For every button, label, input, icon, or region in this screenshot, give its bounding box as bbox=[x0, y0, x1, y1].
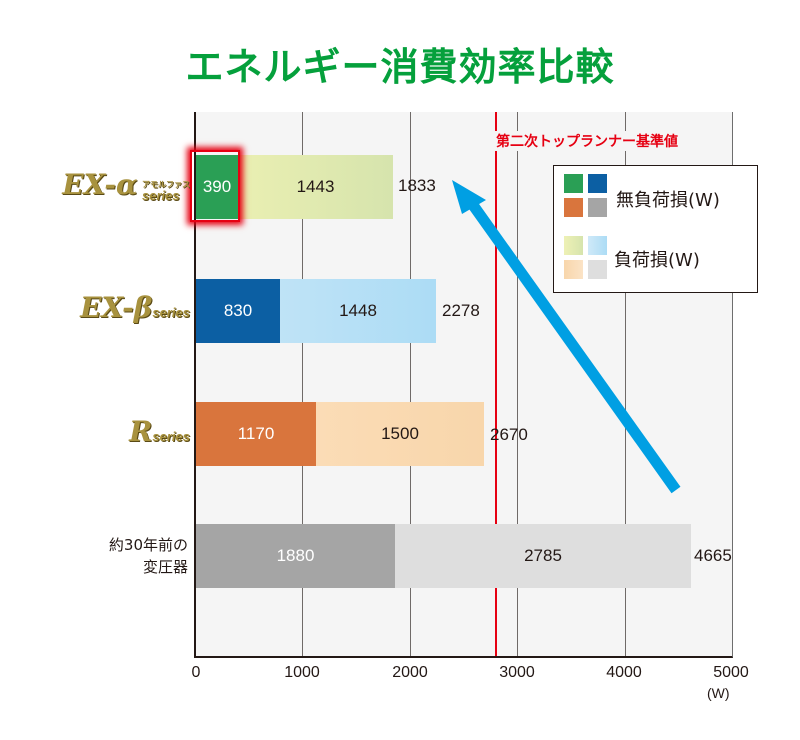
chart-title: エネルギー消費効率比較 bbox=[185, 45, 615, 89]
bar-r-series: 1170 1500 bbox=[196, 402, 484, 466]
category-ex-beta-name: EX-β bbox=[80, 291, 153, 324]
category-ex-alpha-badge: アモルファス bbox=[142, 179, 190, 189]
bar-segment-load: 1448 bbox=[280, 279, 436, 343]
bar-ex-beta: 830 1448 bbox=[196, 279, 436, 343]
bar-ex-alpha: 390 1443 bbox=[196, 155, 393, 219]
category-ex-beta-series: series bbox=[152, 305, 190, 320]
legend-swatch-light-blue bbox=[588, 236, 607, 255]
reference-line-label: 第二次トップランナー基準値 bbox=[494, 131, 680, 151]
category-old-transformer: 約30年前の 変圧器 bbox=[109, 534, 188, 578]
legend-swatch-blue bbox=[588, 174, 607, 193]
x-tick-5000: 5000 bbox=[713, 664, 749, 681]
x-tick-4000: 4000 bbox=[606, 664, 642, 681]
bar-segment-no-load: 830 bbox=[196, 279, 280, 343]
category-ex-alpha-name: EX-α bbox=[62, 168, 138, 201]
bar-segment-load: 1500 bbox=[316, 402, 484, 466]
x-axis-unit: (W) bbox=[707, 685, 730, 701]
category-ex-alpha: EX-α アモルファス series bbox=[62, 168, 190, 203]
gridline-1000 bbox=[302, 112, 303, 656]
bar-segment-load: 1443 bbox=[238, 155, 393, 219]
category-r-name: R bbox=[129, 415, 153, 448]
category-old-line1: 約30年前の bbox=[108, 536, 188, 554]
legend-swatch-green bbox=[564, 174, 583, 193]
gridline-2000 bbox=[410, 112, 411, 656]
category-r-series-text: series bbox=[152, 429, 190, 444]
legend: 無負荷損(W) 負荷損(W) bbox=[553, 165, 758, 293]
legend-load-label: 負荷損(W) bbox=[614, 250, 700, 271]
x-tick-1000: 1000 bbox=[284, 664, 320, 681]
bar-segment-no-load: 1880 bbox=[196, 524, 395, 588]
x-tick-2000: 2000 bbox=[392, 664, 428, 681]
bar-total: 4665 bbox=[694, 546, 732, 565]
legend-swatch-light-green bbox=[564, 236, 583, 255]
legend-swatch-orange bbox=[564, 198, 583, 217]
x-tick-3000: 3000 bbox=[499, 664, 535, 681]
category-old-line2: 変圧器 bbox=[142, 558, 188, 576]
bar-segment-load: 2785 bbox=[395, 524, 691, 588]
top-runner-reference-line bbox=[495, 112, 497, 656]
legend-swatch-light-gray bbox=[588, 260, 607, 279]
bar-segment-no-load: 390 bbox=[196, 155, 238, 219]
bar-segment-no-load: 1170 bbox=[196, 402, 316, 466]
x-tick-0: 0 bbox=[191, 664, 201, 681]
legend-swatch-gray bbox=[588, 198, 607, 217]
gridline-4000 bbox=[625, 112, 626, 656]
category-r-series: Rseries bbox=[129, 415, 190, 448]
category-ex-beta: EX-βseries bbox=[80, 291, 190, 324]
highlight-box bbox=[190, 150, 240, 222]
bar-old-transformer: 1880 2785 bbox=[196, 524, 691, 588]
bar-total: 1833 bbox=[398, 176, 436, 195]
category-ex-alpha-series: series bbox=[142, 187, 180, 203]
gridline-3000 bbox=[517, 112, 518, 656]
bar-total: 2670 bbox=[490, 425, 528, 444]
legend-no-load-label: 無負荷損(W) bbox=[616, 190, 720, 211]
legend-swatch-light-orange bbox=[564, 260, 583, 279]
bar-total: 2278 bbox=[442, 301, 480, 320]
